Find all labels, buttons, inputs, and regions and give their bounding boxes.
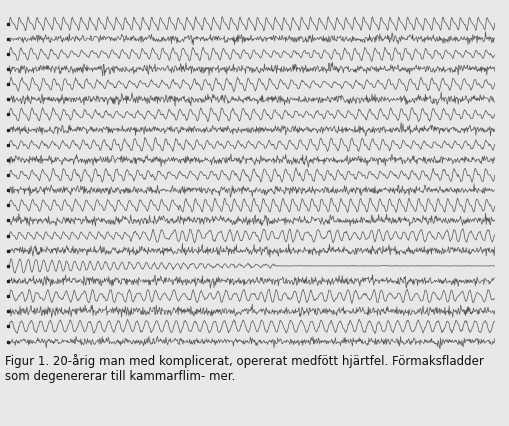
Text: Figur 1. 20-årig man med komplicerat, opererat medfött hjärtfel. Förmaksfladder
: Figur 1. 20-årig man med komplicerat, op…	[5, 354, 483, 383]
